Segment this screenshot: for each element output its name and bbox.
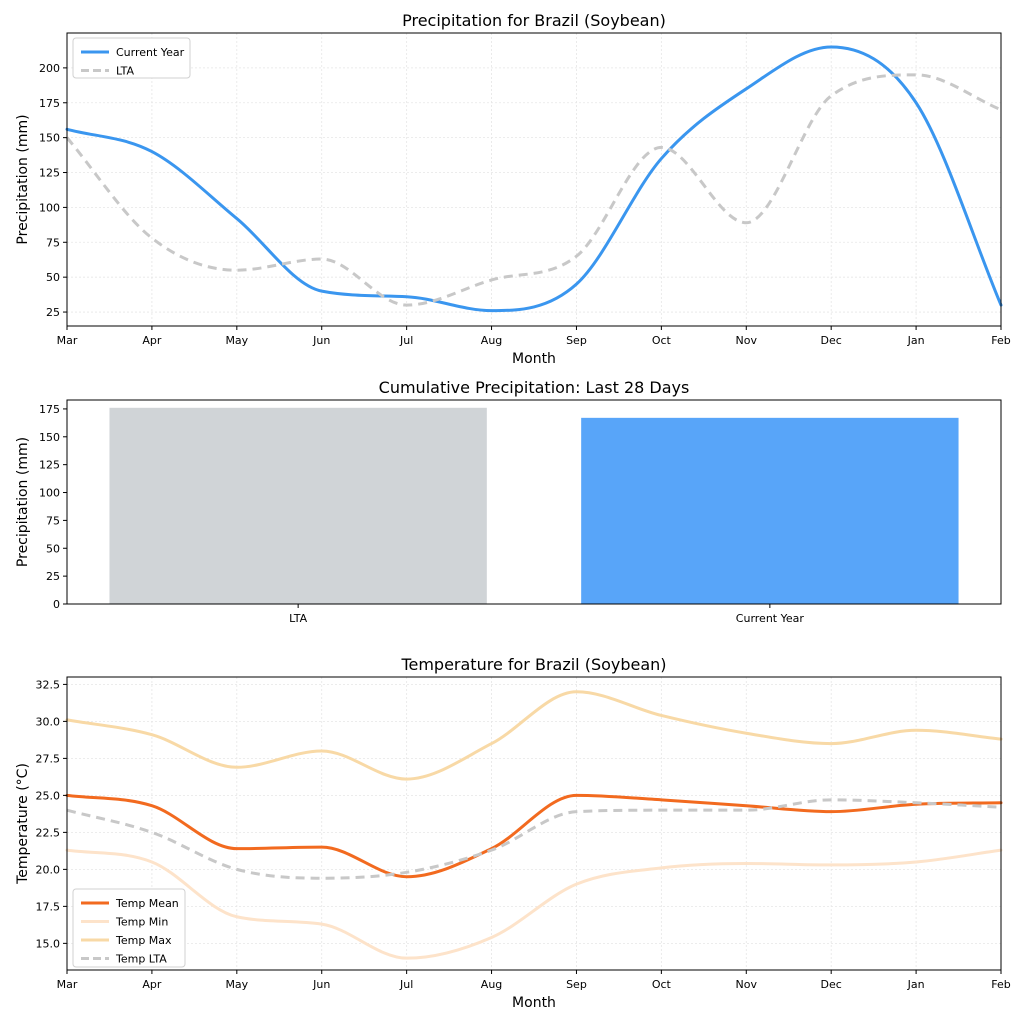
- y-axis-label: Temperature (°C): [15, 763, 31, 885]
- x-tick-label: Jun: [312, 334, 330, 347]
- x-tick-label: Aug: [481, 978, 502, 991]
- y-tick-label: 25: [46, 306, 60, 319]
- y-tick-label: 200: [39, 62, 60, 75]
- legend-label: LTA: [116, 65, 134, 78]
- x-tick-label: Sep: [566, 334, 587, 347]
- legend: Temp Mean Temp Min Temp Max Temp LTA: [72, 888, 186, 968]
- series-line-temp-mean: [65, 793, 1003, 879]
- bar-lta: [109, 407, 487, 604]
- x-tick-label: Current Year: [736, 612, 805, 625]
- y-tick-label: 22.5: [36, 826, 61, 839]
- x-tick-label: Dec: [821, 978, 842, 991]
- y-tick-label: 125: [39, 459, 60, 472]
- y-tick-label: 30.0: [36, 715, 61, 728]
- series-line-temp-max: [65, 690, 1003, 781]
- y-tick-label: 32.5: [36, 678, 61, 691]
- x-tick-label: Feb: [991, 978, 1010, 991]
- x-tick-label: Apr: [142, 978, 162, 991]
- y-tick-label: 150: [39, 132, 60, 145]
- y-tick-label: 25.0: [36, 789, 61, 802]
- y-tick-label: 100: [39, 487, 60, 500]
- series-line-lta: [65, 73, 1002, 307]
- y-tick-label: 15.0: [36, 937, 61, 950]
- y-tick-label: 150: [39, 431, 60, 444]
- line-chart-2: Mar Apr May Jun Jul Aug Sep Oct Nov Dec Jan Feb 15.0…: [15, 655, 1011, 1011]
- y-tick-label: 27.5: [36, 752, 61, 765]
- x-tick-label: Dec: [821, 334, 842, 347]
- y-tick-label: 50: [46, 271, 60, 284]
- y-tick-label: 0: [53, 598, 60, 611]
- x-tick-label: Jan: [907, 978, 925, 991]
- bar-current-year: [581, 417, 959, 604]
- axes-frame: [66, 32, 1002, 327]
- y-tick-label: 50: [46, 542, 60, 555]
- x-tick-label: Nov: [736, 978, 758, 991]
- legend-label: Temp Max: [115, 934, 172, 947]
- x-axis-label: Month: [512, 995, 556, 1011]
- chart-title: Precipitation for Brazil (Soybean): [402, 11, 666, 30]
- bar-chart-1: LTA Current Year 0 25 50 75 100 125 150 175 Cumula…: [15, 378, 1002, 625]
- x-axis-label: Month: [512, 351, 556, 367]
- y-tick-label: 175: [39, 97, 60, 110]
- legend: Current Year LTA: [72, 37, 191, 79]
- legend-label: Temp Min: [115, 916, 168, 929]
- x-tick-label: Sep: [566, 978, 587, 991]
- axes-frame: [66, 676, 1002, 971]
- x-tick-label: Apr: [142, 334, 162, 347]
- x-tick-label: LTA: [289, 612, 307, 625]
- legend-box: [72, 37, 191, 79]
- plot-area: [67, 33, 1001, 326]
- x-tick-label: Mar: [57, 334, 78, 347]
- series-line-temp-lta: [66, 798, 1002, 880]
- chart-title: Cumulative Precipitation: Last 28 Days: [379, 378, 690, 397]
- plot-area: [67, 677, 1001, 970]
- y-tick-label: 75: [46, 514, 60, 527]
- x-tick-label: Aug: [481, 334, 502, 347]
- x-tick-label: May: [225, 978, 248, 991]
- x-tick-label: Jun: [312, 978, 330, 991]
- series-line-temp-min: [65, 848, 1003, 960]
- legend-box: [72, 888, 186, 968]
- axes-frame: [66, 399, 1002, 605]
- x-tick-label: Feb: [991, 334, 1010, 347]
- x-tick-label: Nov: [736, 334, 758, 347]
- y-tick-label: 125: [39, 167, 60, 180]
- y-axis-label: Precipitation (mm): [15, 114, 31, 244]
- y-tick-label: 75: [46, 236, 60, 249]
- legend-label: Temp LTA: [115, 953, 167, 966]
- y-tick-label: 175: [39, 403, 60, 416]
- y-tick-label: 20.0: [36, 863, 61, 876]
- legend-label: Temp Mean: [115, 897, 179, 910]
- x-tick-label: Jul: [399, 978, 413, 991]
- y-tick-label: 17.5: [36, 900, 61, 913]
- x-tick-label: May: [225, 334, 248, 347]
- x-tick-label: Oct: [652, 334, 672, 347]
- line-chart-0: Mar Apr May Jun Jul Aug Sep Oct Nov Dec Jan Feb 25 50…: [15, 11, 1011, 367]
- x-tick-label: Oct: [652, 978, 672, 991]
- legend-label: Current Year: [116, 46, 185, 59]
- series-line-current-year: [65, 45, 1003, 313]
- x-tick-label: Jul: [399, 334, 413, 347]
- y-tick-label: 25: [46, 570, 60, 583]
- x-tick-label: Jan: [907, 334, 925, 347]
- x-tick-label: Mar: [57, 978, 78, 991]
- chart-title: Temperature for Brazil (Soybean): [400, 655, 666, 674]
- y-axis-label: Precipitation (mm): [15, 437, 31, 567]
- y-tick-label: 100: [39, 201, 60, 214]
